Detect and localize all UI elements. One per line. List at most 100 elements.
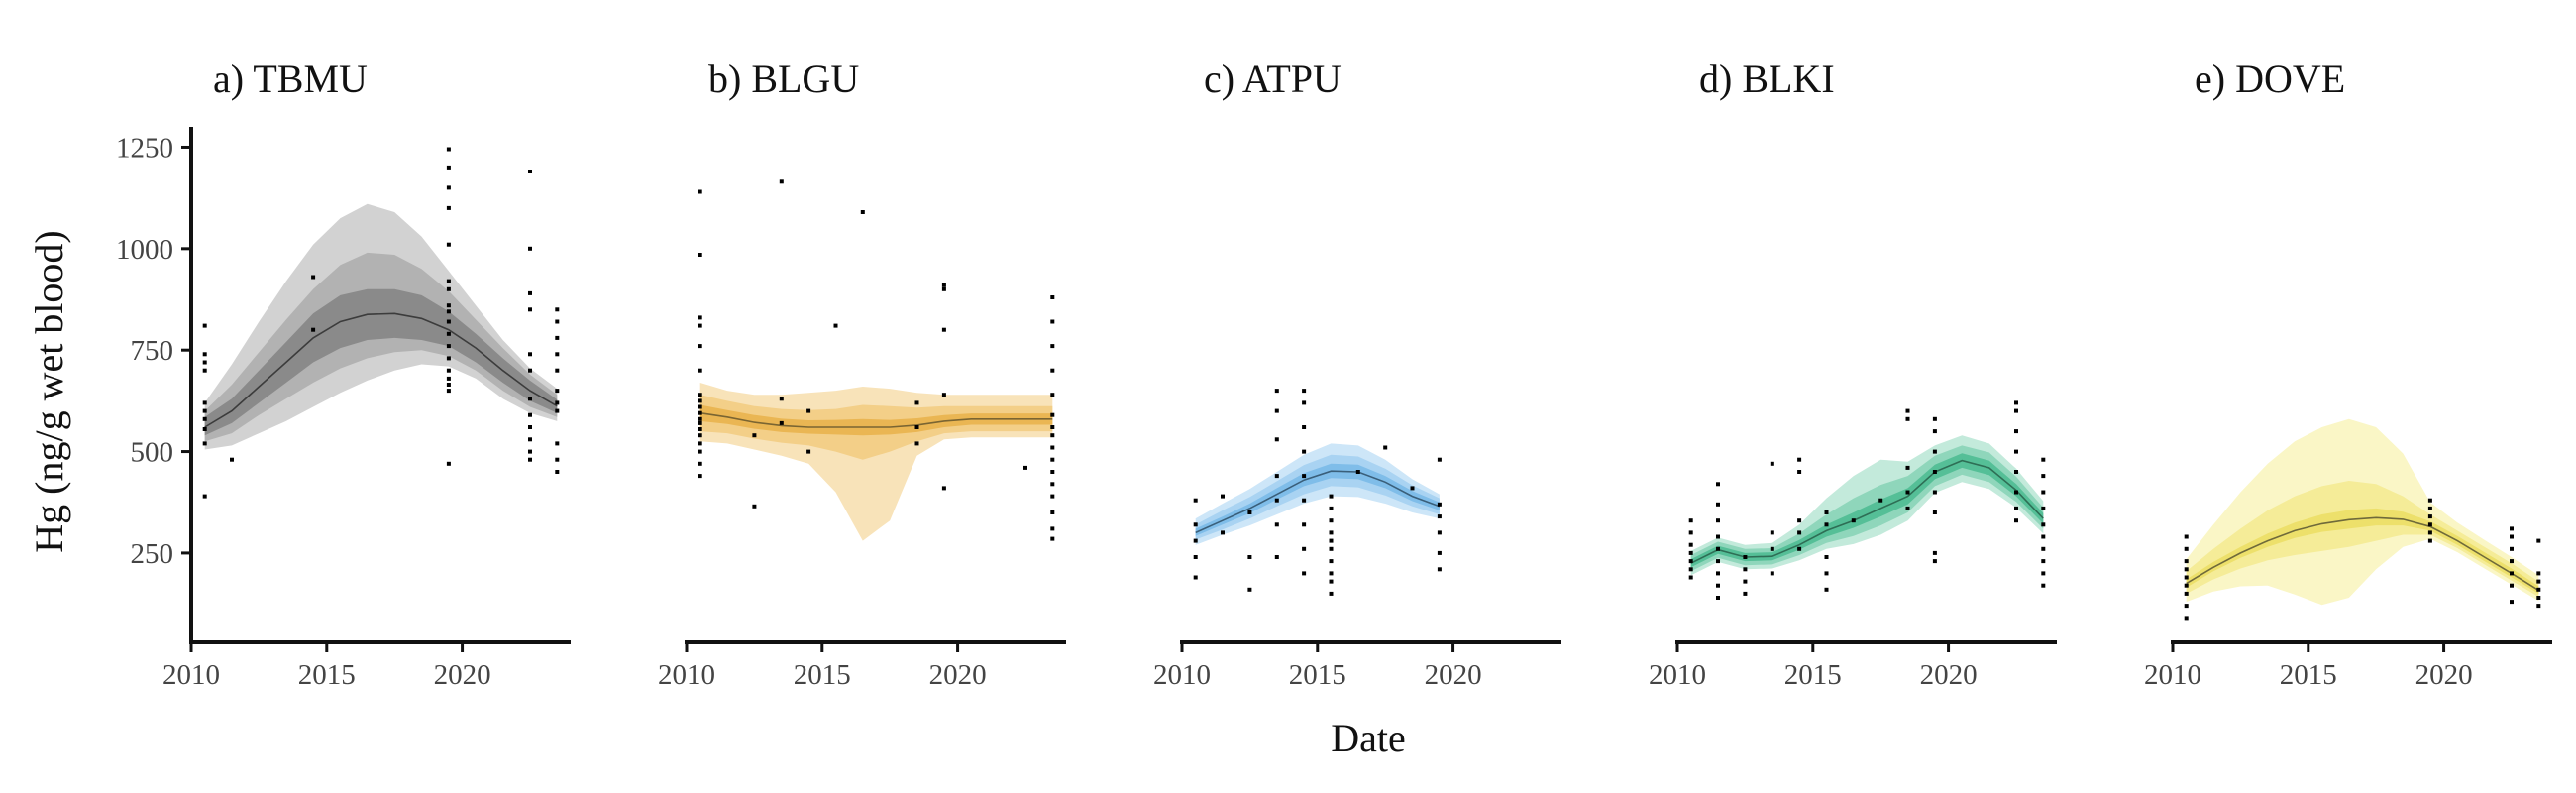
observation-point (1743, 579, 1748, 584)
observation-point (1905, 465, 1910, 470)
observation-point (698, 323, 702, 328)
observation-point (1688, 567, 1693, 572)
panel-title: c) ATPU (1204, 57, 1342, 101)
observation-point (1932, 449, 1937, 454)
observation-point (1302, 571, 1307, 576)
observation-point (1410, 486, 1415, 491)
observation-point (2427, 514, 2432, 519)
y-tick-label: 1000 (116, 234, 173, 266)
observation-point (941, 283, 946, 287)
observation-point (202, 368, 207, 373)
panel-atpu: c) ATPU 2010 2015 2020 (1153, 57, 1561, 691)
observation-point (2184, 583, 2189, 588)
observation-point (1437, 530, 1442, 535)
observation-point (202, 400, 207, 405)
observation-point (1716, 534, 1720, 539)
observation-point (2510, 571, 2514, 576)
x-tick-label: 2020 (1920, 659, 1978, 691)
observation-point (446, 242, 451, 247)
observation-point (1274, 474, 1279, 479)
y-axis-title: Hg (ng/g wet blood) (27, 230, 71, 553)
observation-point (1050, 433, 1055, 438)
observation-point (555, 457, 560, 462)
observation-point (2184, 534, 2189, 539)
inner-interval-band (204, 288, 558, 436)
observation-point (1329, 546, 1334, 551)
observation-point (2041, 559, 2046, 564)
observation-point (230, 457, 234, 462)
median-trend-line (2186, 516, 2539, 592)
observation-point (698, 315, 702, 320)
x-tick-label: 2020 (2415, 659, 2473, 691)
observation-point (1688, 575, 1693, 580)
observation-point (1688, 530, 1693, 535)
observation-point (698, 474, 702, 479)
median-trend-line (1690, 459, 2044, 564)
median-trend-line (1195, 470, 1441, 534)
observation-point (555, 470, 560, 474)
observation-point (1716, 559, 1720, 564)
observation-point (1797, 530, 1802, 535)
observation-point (2014, 518, 2018, 523)
observation-point (2427, 506, 2432, 510)
observation-point (528, 412, 532, 417)
observation-point (1383, 445, 1388, 450)
observation-point (1824, 587, 1829, 592)
panel-blgu: b) BLGU 2010 2015 2020 (658, 57, 1066, 691)
observation-point (446, 303, 451, 308)
observation-point (1932, 470, 1937, 474)
observation-point (2427, 530, 2432, 535)
observation-point (698, 441, 702, 446)
x-tick-label: 2010 (1153, 659, 1211, 691)
observation-point (1247, 555, 1252, 559)
observation-point (1050, 425, 1055, 429)
observation-point (1932, 490, 1937, 495)
chart-panels: a) TBMU 2010 2015 2020 250 500 750 1000 1250 b) B… (116, 57, 2552, 691)
observation-point (555, 441, 560, 446)
observation-point (528, 396, 532, 401)
observation-point (698, 427, 702, 431)
observation-point (806, 449, 811, 454)
observation-point (698, 416, 702, 421)
observation-point (1770, 461, 1774, 466)
observation-point (1247, 587, 1252, 592)
observation-point (1221, 494, 1225, 499)
observation-point (2014, 449, 2018, 454)
observation-point (1050, 319, 1055, 324)
panel-title: b) BLGU (708, 57, 859, 101)
observation-point (1743, 591, 1748, 596)
observation-point (1050, 295, 1055, 299)
observation-point (446, 383, 451, 387)
observation-point (1302, 474, 1307, 479)
observation-point (2184, 575, 2189, 580)
observation-point (2536, 579, 2541, 584)
observation-point (1329, 506, 1334, 510)
observation-point (1716, 571, 1720, 576)
observation-point (1824, 571, 1829, 576)
observation-point (914, 425, 919, 429)
observation-point (698, 420, 702, 425)
inner-interval-band (2186, 508, 2539, 594)
middle-interval-band (204, 252, 558, 442)
observation-point (1797, 518, 1802, 523)
y-tick-label: 750 (131, 335, 174, 367)
observation-point (1329, 571, 1334, 576)
observation-point (1193, 575, 1198, 580)
observation-point (446, 309, 451, 314)
panel-tbmu: a) TBMU 2010 2015 2020 250 500 750 1000 1250 (116, 57, 571, 691)
observation-point (698, 461, 702, 466)
observation-point (1797, 457, 1802, 462)
observation-point (446, 147, 451, 152)
observation-point (2041, 534, 2046, 539)
x-tick-label: 2015 (2280, 659, 2337, 691)
observation-point (2536, 596, 2541, 600)
observation-point (1302, 498, 1307, 503)
observation-point (1050, 470, 1055, 474)
inner-interval-band (1195, 463, 1440, 536)
observation-point (555, 400, 560, 405)
observation-point (914, 441, 919, 446)
x-tick-label: 2015 (1784, 659, 1842, 691)
observation-point (446, 279, 451, 283)
observation-point (2510, 526, 2514, 531)
observation-point (1050, 536, 1055, 541)
